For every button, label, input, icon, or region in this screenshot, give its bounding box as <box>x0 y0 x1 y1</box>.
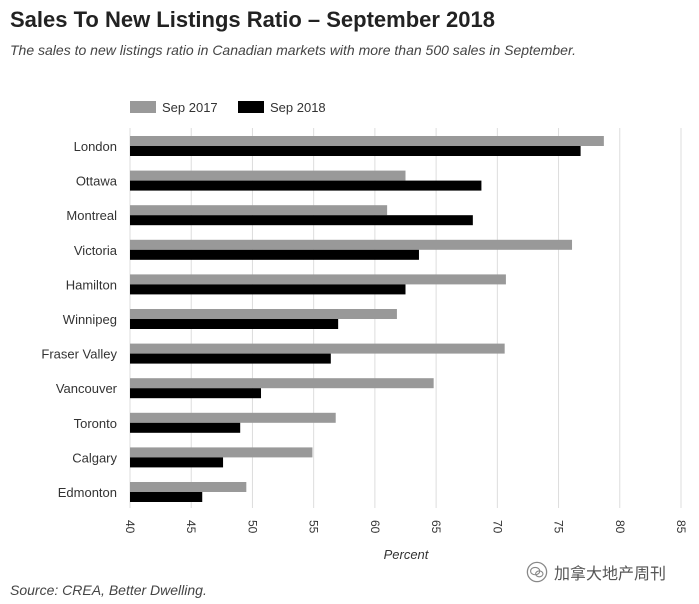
bar-sep-2017-winnipeg <box>130 309 397 319</box>
bars <box>130 136 604 502</box>
legend: Sep 2017 Sep 2018 <box>130 100 326 115</box>
wechat-icon <box>526 561 548 583</box>
category-label: Calgary <box>72 450 117 465</box>
category-label: Toronto <box>74 416 117 431</box>
x-tick-label: 65 <box>429 520 443 534</box>
bar-sep-2018-edmonton <box>130 492 203 502</box>
category-label: Hamilton <box>66 277 117 292</box>
bar-sep-2018-ottawa <box>130 180 482 191</box>
bar-sep-2018-fraser-valley <box>130 353 331 364</box>
category-label: London <box>74 139 117 154</box>
bar-sep-2018-montreal <box>130 215 473 226</box>
chart-title: Sales To New Listings Ratio – September … <box>10 7 495 32</box>
x-tick-label: 60 <box>368 520 382 534</box>
category-label: Fraser Valley <box>41 347 117 362</box>
bar-sep-2017-calgary <box>130 447 313 458</box>
category-label: Edmonton <box>58 485 117 500</box>
x-tick-label: 40 <box>123 520 137 534</box>
bar-sep-2017-vancouver <box>130 378 434 389</box>
bar-sep-2017-fraser-valley <box>130 343 505 354</box>
bar-sep-2018-toronto <box>130 422 241 433</box>
x-tick-label: 70 <box>490 520 504 534</box>
x-tick-label: 50 <box>245 520 259 534</box>
source-note: Source: CREA, Better Dwelling. <box>10 582 207 598</box>
x-axis-ticks: 40 45 50 55 60 65 70 75 80 85 <box>123 520 688 534</box>
bar-sep-2018-victoria <box>130 249 419 260</box>
watermark: 加拿大地产周刊 <box>526 560 666 584</box>
bar-sep-2017-london <box>130 136 604 146</box>
bar-sep-2017-ottawa <box>130 170 406 181</box>
watermark-text: 加拿大地产周刊 <box>554 566 667 583</box>
x-axis-label: Percent <box>384 547 430 562</box>
category-label: Winnipeg <box>63 312 117 327</box>
legend-swatch-0 <box>130 101 156 113</box>
bar-sep-2018-london <box>130 146 581 156</box>
category-label: Victoria <box>74 243 118 258</box>
legend-swatch-1 <box>238 101 264 113</box>
bar-sep-2018-hamilton <box>130 284 406 295</box>
category-label: Vancouver <box>56 381 118 396</box>
x-tick-label: 80 <box>613 520 627 534</box>
bar-sep-2017-edmonton <box>130 482 247 492</box>
legend-label-1: Sep 2018 <box>270 100 326 115</box>
category-labels: London Ottawa Montreal Victoria Hamilton Winn… <box>41 139 117 500</box>
bar-sep-2018-calgary <box>130 457 224 468</box>
category-label: Ottawa <box>76 174 118 189</box>
x-tick-label: 55 <box>307 520 321 534</box>
x-tick-label: 45 <box>184 520 198 534</box>
bar-sep-2017-toronto <box>130 412 336 423</box>
x-tick-label: 75 <box>552 520 566 534</box>
category-label: Montreal <box>66 208 117 223</box>
chart-subtitle: The sales to new listings ratio in Canad… <box>10 42 576 58</box>
x-tick-label: 85 <box>674 520 688 534</box>
bar-sep-2018-vancouver <box>130 388 262 399</box>
legend-label-0: Sep 2017 <box>162 100 218 115</box>
bar-sep-2018-winnipeg <box>130 319 339 329</box>
bar-sep-2017-hamilton <box>130 274 506 285</box>
bar-sep-2017-montreal <box>130 205 388 216</box>
bar-sep-2017-victoria <box>130 239 573 250</box>
